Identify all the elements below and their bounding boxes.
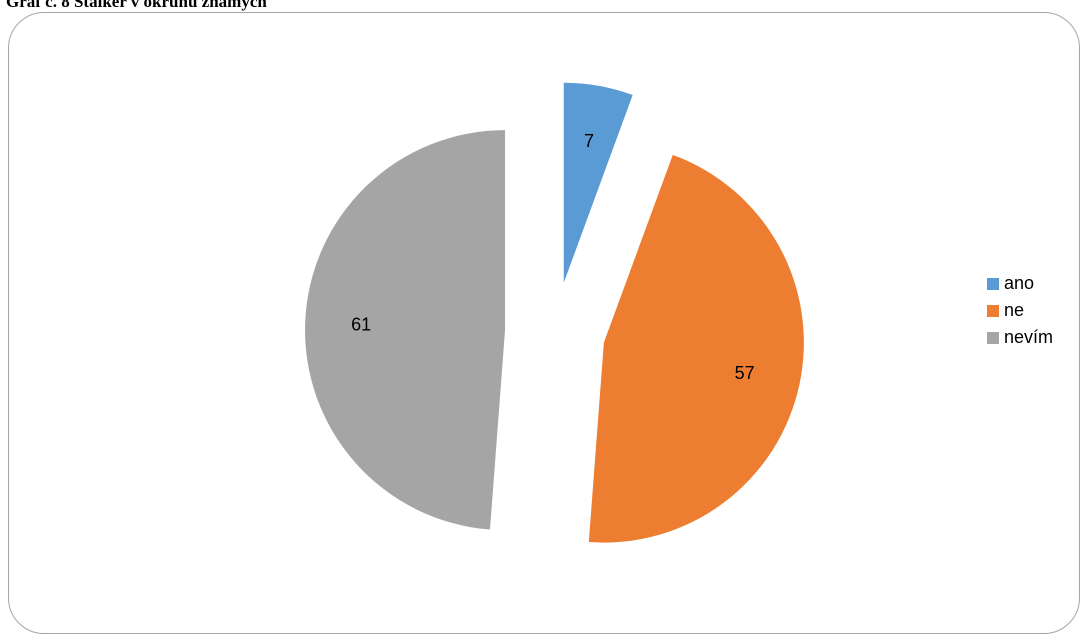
legend-label: nevím (1004, 327, 1054, 347)
legend-swatch (987, 304, 999, 317)
data-label-nevím: 61 (351, 315, 371, 335)
legend-swatch (987, 277, 999, 290)
legend-swatch (987, 331, 999, 344)
legend-item-ano: ano (987, 270, 1053, 297)
pie-slice-ano (563, 82, 633, 283)
chart-frame (8, 12, 1080, 634)
legend-item-ne: ne (987, 297, 1053, 324)
legend-label: ne (1004, 300, 1025, 320)
chart-legend: ano ne nevím (987, 270, 1053, 351)
legend-item-nevím: nevím (987, 324, 1053, 351)
pie-slice-ne (588, 154, 804, 543)
data-label-ano: 7 (584, 131, 594, 151)
pie-slice-nevím (305, 130, 506, 530)
figure-caption: Graf č. 8 Stalker v okruhu známých (6, 0, 267, 11)
legend-label: ano (1004, 273, 1035, 293)
data-label-ne: 57 (735, 363, 755, 383)
